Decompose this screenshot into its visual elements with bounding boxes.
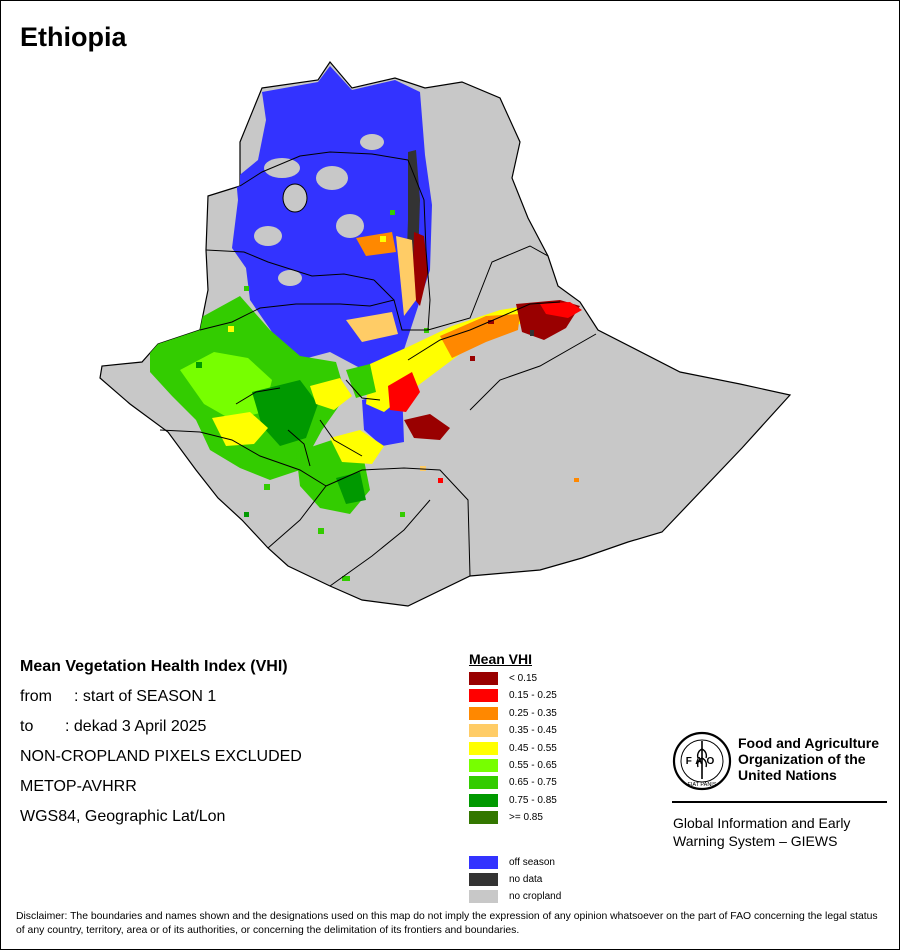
giews-label: Global Information and Early Warning Sys… xyxy=(673,814,888,850)
vhi-yellow-region xyxy=(212,412,268,446)
to-value: : dekad 3 April 2025 xyxy=(65,718,207,735)
legend-swatch xyxy=(469,873,498,886)
period-from: from : start of SEASON 1 xyxy=(20,687,302,717)
logo-divider xyxy=(672,801,887,803)
no-cropland-patch xyxy=(278,270,302,286)
legend-label: 0.65 - 0.75 xyxy=(509,777,557,789)
legend-label: no cropland xyxy=(509,891,562,903)
legend-label: < 0.15 xyxy=(509,673,538,684)
index-heading: Mean Vegetation Health Index (VHI) xyxy=(20,658,288,675)
vhi-speckles xyxy=(158,210,579,581)
legend-swatch xyxy=(469,793,498,807)
projection-note: WGS84, Geographic Lat/Lon xyxy=(20,808,226,825)
legend-label: >= 0.85 xyxy=(509,812,543,824)
map-info-panel: Mean Vegetation Health Index (VHI) from:… xyxy=(20,657,302,837)
legend-title: Mean VHI xyxy=(469,651,533,667)
legend-swatch xyxy=(469,890,498,904)
no-cropland-patch xyxy=(264,158,300,178)
legend-label: 0.35 - 0.45 xyxy=(509,725,557,737)
map-legend: Mean VHI < 0.15 0.15 - 0.25 0.25 - 0.35 0.3… xyxy=(469,651,561,904)
legend-swatch xyxy=(469,855,498,869)
legend-label: 0.25 - 0.35 xyxy=(509,707,557,719)
org-name-line: Organization of the xyxy=(738,751,866,767)
vhi-low-strip xyxy=(412,232,428,306)
vhi-dark-green-south xyxy=(336,472,366,504)
from-value: : start of SEASON 1 xyxy=(74,688,217,705)
fao-logo-motto: FIAT PANIS xyxy=(687,782,716,788)
no-cropland-lake xyxy=(282,183,308,213)
legend-label: off season xyxy=(509,856,555,868)
disclaimer: Disclaimer: The boundaries and names sho… xyxy=(16,911,878,936)
legend-label: 0.75 - 0.85 xyxy=(509,794,557,806)
legend-label: 0.15 - 0.25 xyxy=(509,690,557,702)
legend-swatch xyxy=(469,759,498,772)
legend-swatch xyxy=(469,672,498,685)
vhi-light-green-region xyxy=(180,352,272,420)
vhi-red-rift xyxy=(388,372,420,412)
giews-line: Warning System – GIEWS xyxy=(673,833,838,849)
legend-swatch xyxy=(469,706,498,720)
org-name-line: Food and Agriculture xyxy=(738,735,880,751)
to-label: to xyxy=(20,718,34,735)
vhi-orange-band xyxy=(440,314,520,358)
period-to: to : dekad 3 April 2025 xyxy=(20,717,302,747)
fao-wheat-logo-icon: FAO FIAT PANIS xyxy=(672,731,732,791)
legend-swatch xyxy=(469,776,498,790)
vhi-yellow-region-south xyxy=(330,430,384,464)
legend-swatch xyxy=(469,741,498,755)
organization-name: Food and Agriculture Organization of the… xyxy=(738,735,879,783)
no-cropland-patch xyxy=(316,166,348,190)
vhi-mid-central xyxy=(346,312,398,342)
legend-label: 0.45 - 0.55 xyxy=(509,742,557,754)
region-boundaries xyxy=(159,151,597,587)
legend-swatch xyxy=(469,811,498,825)
vhi-mid-strip xyxy=(396,236,416,316)
giews-line: Global Information and Early xyxy=(673,815,851,831)
legend-swatch xyxy=(469,689,498,703)
legend-label: no data xyxy=(509,874,543,885)
map-title: Ethiopia xyxy=(20,22,127,52)
no-cropland-patch xyxy=(254,226,282,246)
org-name-line: United Nations xyxy=(738,767,837,783)
ethiopia-vhi-map xyxy=(99,61,792,607)
legend-label: 0.55 - 0.65 xyxy=(509,760,557,771)
vhi-green-rift xyxy=(346,364,376,398)
fao-logo-letters: FAO xyxy=(686,756,719,767)
vhi-red-east xyxy=(540,302,582,318)
from-label: from xyxy=(20,688,52,705)
vhi-yellow-west xyxy=(310,378,352,410)
no-cropland-patch xyxy=(360,134,384,150)
exclusion-note: NON-CROPLAND PIXELS EXCLUDED xyxy=(20,748,302,765)
no-cropland-patch xyxy=(336,214,364,238)
sensor-name: METOP-AVHRR xyxy=(20,778,137,795)
vhi-severe-rift xyxy=(404,414,450,440)
legend-swatch xyxy=(469,724,498,738)
vhi-dark-green-region xyxy=(252,380,318,446)
